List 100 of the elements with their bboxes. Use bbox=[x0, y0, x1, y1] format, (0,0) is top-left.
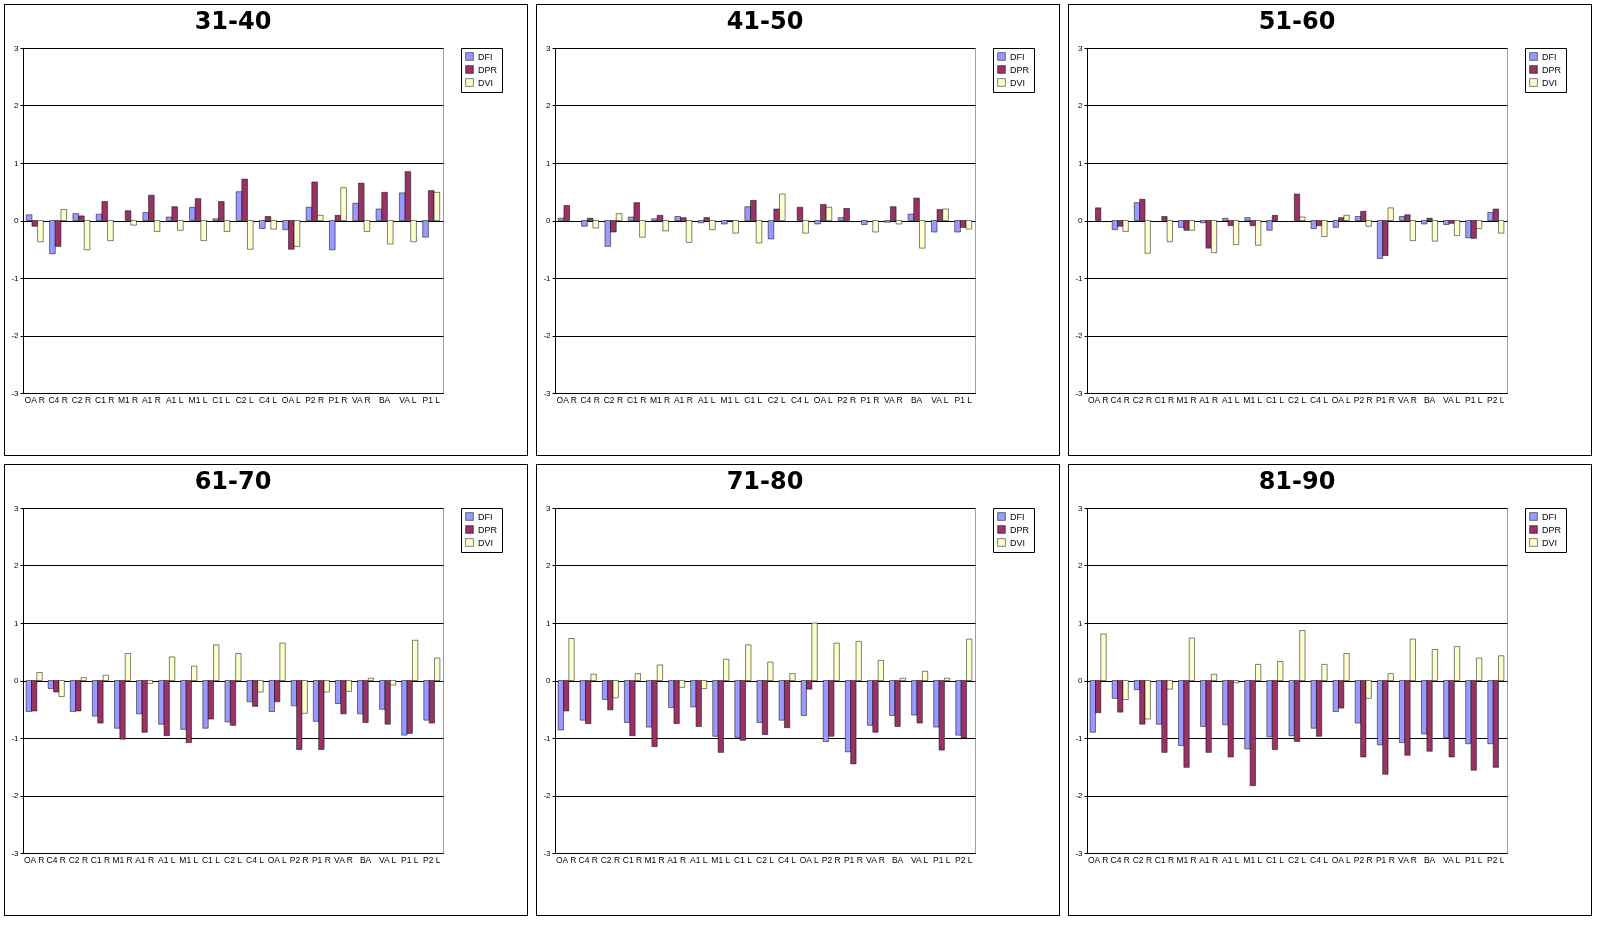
y-tick-label: 0 bbox=[546, 676, 552, 685]
legend-label: DPR bbox=[1010, 64, 1030, 75]
x-tick-label: P1 R bbox=[1375, 854, 1395, 865]
x-tick-label: BA bbox=[1423, 394, 1436, 405]
y-tick-label: 1 bbox=[14, 618, 20, 628]
x-tick-label: BA bbox=[910, 394, 923, 405]
y-tick-label: 3 bbox=[14, 503, 20, 513]
y-tick-label: -3 bbox=[1075, 388, 1084, 398]
x-tick-label: P1 L bbox=[1465, 394, 1483, 405]
x-tick-label: A1 L bbox=[165, 394, 184, 405]
legend-label: DVI bbox=[478, 537, 494, 548]
y-tick-label: 0 bbox=[14, 216, 20, 225]
x-tick-label: OA L bbox=[799, 854, 819, 865]
legend-label: DPR bbox=[1010, 524, 1030, 535]
x-tick-label: VA L bbox=[1442, 394, 1461, 405]
x-tick-label: OA L bbox=[1331, 854, 1351, 865]
x-tick-label: P2 L bbox=[955, 854, 973, 865]
x-tick-label: A1 R bbox=[1199, 854, 1219, 865]
x-tick-label: P1 L bbox=[933, 854, 951, 865]
x-tick-label: P2 L bbox=[423, 854, 441, 865]
legend-label: DVI bbox=[1010, 537, 1026, 548]
legend-label: DVI bbox=[478, 77, 494, 88]
y-tick-label: -1 bbox=[1075, 733, 1084, 743]
y-tick-label: -2 bbox=[1075, 791, 1084, 800]
x-tick-label: C4 R bbox=[46, 854, 66, 865]
y-tick-label: 0 bbox=[1078, 676, 1084, 685]
x-tick-label: OA L bbox=[813, 394, 834, 405]
x-tick-label: OA L bbox=[1331, 394, 1351, 405]
legend-label: DVI bbox=[1542, 537, 1558, 548]
x-tick-label: C1 R bbox=[1154, 854, 1175, 865]
x-tick-label: A1 R bbox=[667, 854, 687, 865]
x-tick-label: P1 L bbox=[954, 394, 973, 405]
y-tick-label: 3 bbox=[14, 43, 20, 53]
y-tick-label: 2 bbox=[14, 561, 20, 570]
y-tick-label: 3 bbox=[546, 503, 552, 513]
x-tick-label: P2 L bbox=[1487, 394, 1505, 405]
x-tick-label: VA R bbox=[866, 854, 885, 865]
x-tick-label: VA R bbox=[351, 394, 371, 405]
legend-label: DFI bbox=[1542, 51, 1557, 62]
y-tick-label: -1 bbox=[11, 273, 20, 283]
legend-label: DPR bbox=[1542, 64, 1562, 75]
x-tick-label: M1 R bbox=[112, 854, 133, 865]
x-tick-label: C1 R bbox=[95, 394, 115, 405]
x-tick-label: P1 R bbox=[1375, 394, 1395, 405]
x-tick-label: P2 R bbox=[1353, 394, 1373, 405]
y-tick-label: -1 bbox=[543, 273, 552, 283]
y-tick-label: 3 bbox=[1078, 503, 1084, 513]
chart-title: 31-40 bbox=[194, 7, 272, 35]
x-tick-label: VA L bbox=[931, 394, 949, 405]
x-tick-label: C4 R bbox=[48, 394, 68, 405]
x-tick-label: A1 L bbox=[697, 394, 716, 405]
x-tick-label: BA bbox=[891, 854, 904, 865]
x-tick-label: OA L bbox=[281, 394, 302, 405]
x-tick-label: M1 R bbox=[1176, 394, 1197, 405]
x-tick-label: P1 L bbox=[1465, 854, 1483, 865]
y-tick-label: 0 bbox=[14, 676, 20, 685]
y-tick-label: -2 bbox=[11, 791, 20, 800]
x-tick-label: P1 R bbox=[328, 394, 348, 405]
x-tick-label: C2 R bbox=[1132, 854, 1153, 865]
x-tick-label: C4 R bbox=[1110, 394, 1130, 405]
x-tick-label: C2 R bbox=[68, 854, 89, 865]
y-tick-label: 2 bbox=[1078, 561, 1084, 570]
x-tick-label: A1 L bbox=[157, 854, 176, 865]
y-tick-label: -1 bbox=[11, 733, 20, 743]
x-tick-label: C2 L bbox=[756, 854, 775, 865]
x-tick-label: M1 L bbox=[179, 854, 199, 865]
x-tick-label: C2 R bbox=[603, 394, 624, 405]
x-tick-label: C2 L bbox=[1288, 854, 1307, 865]
x-tick-label: C4 L bbox=[259, 394, 278, 405]
x-tick-label: C2 L bbox=[235, 394, 254, 405]
x-tick-label: C1 L bbox=[1265, 854, 1285, 865]
x-tick-label: M1 L bbox=[720, 394, 740, 405]
legend-label: DFI bbox=[478, 511, 493, 522]
x-tick-label: C1 L bbox=[744, 394, 763, 405]
legend-label: DFI bbox=[478, 51, 493, 62]
x-tick-label: BA bbox=[1423, 854, 1436, 865]
x-tick-label: C4 L bbox=[246, 854, 265, 865]
x-tick-label: P2 R bbox=[837, 394, 857, 405]
chart-title: 41-50 bbox=[726, 7, 804, 35]
x-tick-label: C2 L bbox=[224, 854, 243, 865]
x-tick-label: C1 L bbox=[212, 394, 231, 405]
y-tick-label: -3 bbox=[543, 848, 552, 858]
y-tick-label: 2 bbox=[14, 101, 20, 110]
x-tick-label: P1 R bbox=[311, 854, 331, 865]
x-tick-label: A1 L bbox=[1221, 394, 1240, 405]
x-tick-label: C2 R bbox=[600, 854, 621, 865]
x-tick-label: C4 L bbox=[778, 854, 797, 865]
x-tick-label: VA L bbox=[910, 854, 929, 865]
x-tick-label: VA R bbox=[883, 394, 903, 405]
x-tick-label: P2 R bbox=[305, 394, 325, 405]
x-tick-label: P2 L bbox=[1487, 854, 1505, 865]
x-tick-label: VA R bbox=[334, 854, 353, 865]
x-tick-label: OA R bbox=[24, 854, 45, 865]
y-tick-label: 3 bbox=[546, 43, 552, 53]
x-tick-label: C1 L bbox=[733, 854, 753, 865]
chart-title: 71-80 bbox=[726, 467, 804, 495]
chart-title: 81-90 bbox=[1258, 467, 1336, 495]
x-tick-label: A1 R bbox=[673, 394, 693, 405]
y-tick-label: -3 bbox=[11, 388, 20, 398]
x-tick-label: OA R bbox=[556, 854, 577, 865]
